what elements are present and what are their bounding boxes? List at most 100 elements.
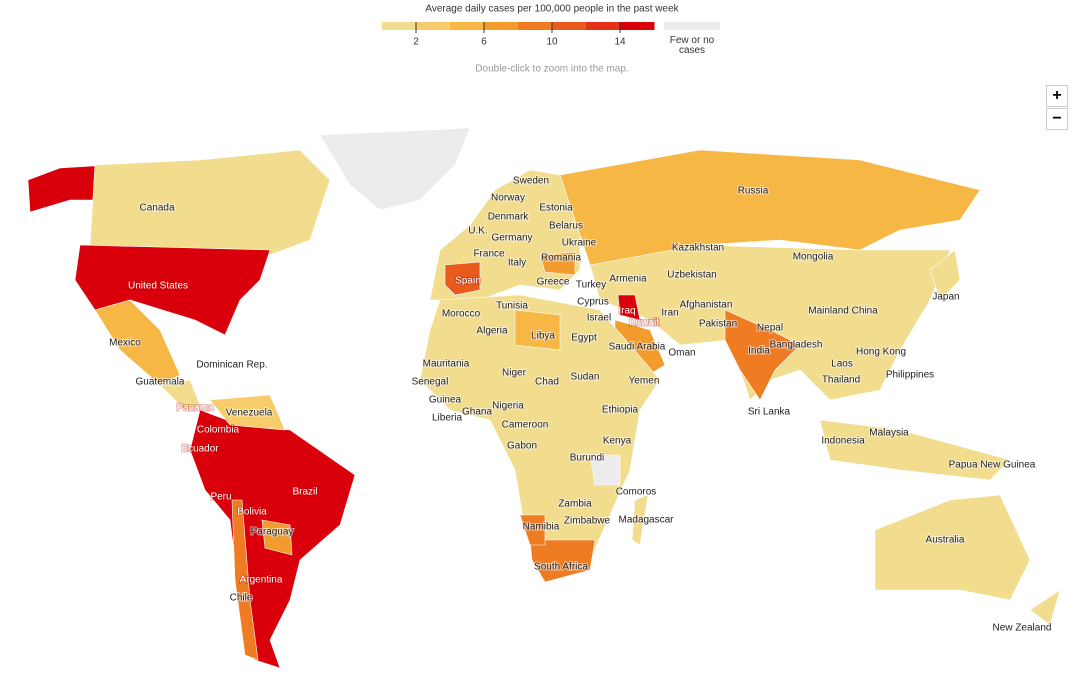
country-label: Indonesia <box>821 436 865 447</box>
legend-swatch <box>620 22 655 30</box>
country-label: Germany <box>491 233 532 244</box>
country-label: Sri Lanka <box>748 407 791 418</box>
country-label: Algeria <box>476 326 508 337</box>
country-label: Gabon <box>507 441 537 452</box>
country-label: Comoros <box>616 487 657 498</box>
country-label: Bolivia <box>237 507 267 518</box>
country-label: Greece <box>537 277 570 288</box>
country-label: Nigeria <box>492 401 524 412</box>
country-label: Morocco <box>442 309 481 320</box>
legend-swatch <box>518 22 553 30</box>
country-label: India <box>748 346 770 357</box>
country-label: Japan <box>932 292 959 303</box>
country-label: Panama <box>176 403 214 414</box>
country-label: Brazil <box>292 487 317 498</box>
country-label: Ukraine <box>562 238 597 249</box>
country-label: Ethiopia <box>602 405 639 416</box>
country-label: Liberia <box>432 413 462 424</box>
legend-tick-label: 6 <box>481 37 487 48</box>
country-label: Egypt <box>571 333 597 344</box>
legend-swatch <box>416 22 451 30</box>
no-data-label: Few or no cases <box>669 35 715 56</box>
country-label: Belarus <box>549 221 583 232</box>
country-label: Kuwait <box>629 318 659 329</box>
country-label: Kenya <box>603 436 632 447</box>
country-label: Tunisia <box>496 301 528 312</box>
country-label: New Zealand <box>993 623 1052 634</box>
country-label: United States <box>128 281 188 292</box>
country-label: Colombia <box>197 425 240 436</box>
country-label: Kazakhstan <box>672 243 724 254</box>
country-label: Namibia <box>523 522 560 533</box>
country-label: Australia <box>926 535 965 546</box>
legend-swatch <box>450 22 485 30</box>
country-label: Russia <box>738 186 769 197</box>
country-label: Estonia <box>539 203 573 214</box>
country-label: Niger <box>502 368 527 379</box>
land <box>27 127 1061 669</box>
country-label: Guinea <box>429 395 462 406</box>
country-label: Thailand <box>822 375 860 386</box>
country-label: Guatemala <box>136 377 185 388</box>
country-label: Nepal <box>757 323 783 334</box>
country-label: South Africa <box>534 562 588 573</box>
country-label: Denmark <box>488 212 530 223</box>
country-label: Philippines <box>886 370 934 381</box>
country-label: Israel <box>587 313 611 324</box>
country-label: Mainland China <box>808 306 878 317</box>
country-label: Bangladesh <box>770 340 823 351</box>
country-label: Mongolia <box>793 252 834 263</box>
country-label: Dominican Rep. <box>196 360 267 371</box>
country-label: Peru <box>210 492 231 503</box>
country-label: Spain <box>455 276 481 287</box>
country-labels: Canada United States Mexico Guatemala Domini… <box>108 175 1052 635</box>
legend-title: Average daily cases per 100,000 people i… <box>425 4 679 15</box>
country-label: Ghana <box>462 407 492 418</box>
country-label: Pakistan <box>699 319 737 330</box>
country-label: Sweden <box>513 176 549 187</box>
country-label: Laos <box>831 359 853 370</box>
country-label: Afghanistan <box>680 300 733 311</box>
country-label: Chile <box>230 593 253 604</box>
country-label: Norway <box>491 193 525 204</box>
country-label: Italy <box>508 258 526 269</box>
country-label: Papua New Guinea <box>949 460 1036 471</box>
country-label: Armenia <box>609 274 647 285</box>
country-label: Mauritania <box>423 359 470 370</box>
country-label: Zimbabwe <box>564 516 611 527</box>
country-label: Yemen <box>629 376 660 387</box>
legend-swatch <box>484 22 519 30</box>
country-label: Burundi <box>570 453 604 464</box>
country-label: U.K. <box>468 226 487 237</box>
country-label: Libya <box>531 331 555 342</box>
country-label: Zambia <box>558 499 592 510</box>
country-label: France <box>473 249 505 260</box>
legend-swatch <box>382 22 417 30</box>
country-label: Canada <box>139 203 174 214</box>
zoom-in-button[interactable]: + <box>1046 85 1068 107</box>
country-label: Paraguay <box>251 527 294 538</box>
country-label: Ecuador <box>181 444 219 455</box>
country-label: Iran <box>661 308 678 319</box>
country-label: Argentina <box>240 575 283 586</box>
legend-tick-label: 14 <box>614 37 626 48</box>
country-label: Venezuela <box>226 408 273 419</box>
country-label: Cyprus <box>577 297 609 308</box>
country-label: Turkey <box>576 280 606 291</box>
hint: Double-click to zoom into the map. <box>475 64 628 75</box>
country-label: Iraq <box>618 306 635 317</box>
zoom-out-button[interactable]: − <box>1046 108 1068 130</box>
legend-tick-label: 2 <box>413 37 419 48</box>
legend-swatch <box>586 22 621 30</box>
country-label: Cameroon <box>502 420 549 431</box>
country-label: Uzbekistan <box>667 270 716 281</box>
country-label: Senegal <box>412 377 449 388</box>
country-label: Malaysia <box>869 428 909 439</box>
country-label: Saudi Arabia <box>609 342 666 353</box>
legend-swatch <box>552 22 587 30</box>
country-label: Chad <box>535 377 559 388</box>
legend: Average daily cases per 100,000 people i… <box>382 4 720 48</box>
country-label: Hong Kong <box>856 347 906 358</box>
